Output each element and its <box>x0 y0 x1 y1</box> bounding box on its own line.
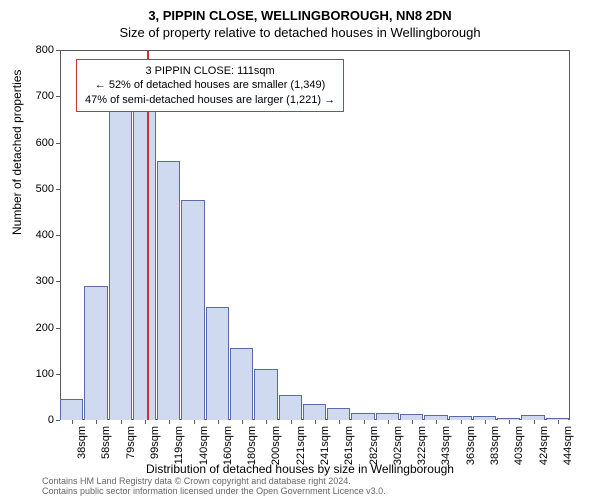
y-tick-mark <box>56 374 60 375</box>
x-tick-label: 343sqm <box>440 426 452 465</box>
x-tick-label: 302sqm <box>392 426 404 465</box>
x-tick-mark <box>145 420 146 424</box>
y-tick-label: 200 <box>0 322 54 334</box>
x-tick-mark <box>558 420 559 424</box>
annotation-line2: ← 52% of detached houses are smaller (1,… <box>85 78 335 92</box>
x-tick-label: 221sqm <box>295 426 307 465</box>
x-tick-mark <box>96 420 97 424</box>
x-tick-mark <box>485 420 486 424</box>
x-tick-label: 200sqm <box>270 426 282 465</box>
y-tick-mark <box>56 328 60 329</box>
x-tick-label: 261sqm <box>343 426 355 465</box>
y-tick-label: 600 <box>0 137 54 149</box>
x-tick-mark <box>436 420 437 424</box>
histogram-bar <box>279 395 302 420</box>
histogram-bar <box>303 404 326 420</box>
x-tick-mark <box>388 420 389 424</box>
x-tick-label: 180sqm <box>246 426 258 465</box>
x-tick-label: 119sqm <box>173 426 185 464</box>
x-tick-mark <box>218 420 219 424</box>
x-axis-label: Distribution of detached houses by size … <box>0 462 600 476</box>
x-tick-label: 99sqm <box>149 426 161 459</box>
x-tick-mark <box>509 420 510 424</box>
x-tick-label: 363sqm <box>465 426 477 465</box>
histogram-bar <box>206 307 229 420</box>
x-tick-label: 403sqm <box>513 426 525 465</box>
y-axis-line <box>60 51 61 420</box>
histogram-bar <box>327 408 350 420</box>
histogram-bar <box>84 286 107 420</box>
x-tick-mark <box>339 420 340 424</box>
histogram-bar <box>351 413 374 420</box>
x-tick-mark <box>72 420 73 424</box>
x-tick-mark <box>194 420 195 424</box>
x-tick-mark <box>266 420 267 424</box>
histogram-bar <box>157 161 180 420</box>
y-tick-label: 400 <box>0 229 54 241</box>
y-tick-mark <box>56 96 60 97</box>
y-tick-mark <box>56 235 60 236</box>
x-tick-label: 38sqm <box>76 426 88 459</box>
chart-title: 3, PIPPIN CLOSE, WELLINGBOROUGH, NN8 2DN <box>0 0 600 23</box>
y-tick-label: 300 <box>0 275 54 287</box>
histogram-bar <box>109 110 132 420</box>
x-tick-mark <box>412 420 413 424</box>
x-tick-label: 79sqm <box>125 426 137 459</box>
y-tick-mark <box>56 281 60 282</box>
x-tick-mark <box>291 420 292 424</box>
annotation-line3: 47% of semi-detached houses are larger (… <box>85 93 335 107</box>
footer-text: Contains HM Land Registry data © Crown c… <box>42 477 386 497</box>
x-tick-label: 282sqm <box>368 426 380 465</box>
histogram-bar <box>254 369 277 420</box>
chart-subtitle: Size of property relative to detached ho… <box>0 23 600 40</box>
annotation-line1: 3 PIPPIN CLOSE: 111sqm <box>85 64 335 78</box>
x-tick-mark <box>534 420 535 424</box>
y-tick-label: 800 <box>0 44 54 56</box>
y-tick-mark <box>56 50 60 51</box>
y-tick-label: 500 <box>0 183 54 195</box>
annotation-box: 3 PIPPIN CLOSE: 111sqm ← 52% of detached… <box>76 59 344 112</box>
histogram-bar <box>230 348 253 420</box>
y-tick-mark <box>56 420 60 421</box>
x-tick-label: 241sqm <box>319 426 331 465</box>
x-tick-label: 58sqm <box>100 426 112 459</box>
x-tick-mark <box>364 420 365 424</box>
x-tick-label: 424sqm <box>538 426 550 465</box>
chart-container: 3, PIPPIN CLOSE, WELLINGBOROUGH, NN8 2DN… <box>0 0 600 500</box>
x-tick-label: 383sqm <box>489 426 501 465</box>
x-tick-label: 160sqm <box>222 426 234 465</box>
histogram-bar <box>133 106 156 421</box>
y-tick-label: 700 <box>0 90 54 102</box>
y-tick-label: 100 <box>0 368 54 380</box>
x-tick-label: 140sqm <box>198 426 210 465</box>
x-tick-label: 322sqm <box>416 426 428 465</box>
x-tick-mark <box>315 420 316 424</box>
x-tick-label: 444sqm <box>562 426 574 465</box>
x-tick-mark <box>169 420 170 424</box>
x-tick-mark <box>242 420 243 424</box>
plot-area: 3 PIPPIN CLOSE: 111sqm ← 52% of detached… <box>60 50 570 420</box>
y-tick-label: 0 <box>0 414 54 426</box>
footer-line2: Contains public sector information licen… <box>42 487 386 497</box>
histogram-bar <box>376 413 399 420</box>
histogram-bar <box>181 200 204 420</box>
y-tick-mark <box>56 143 60 144</box>
x-tick-mark <box>121 420 122 424</box>
x-tick-mark <box>461 420 462 424</box>
y-tick-mark <box>56 189 60 190</box>
histogram-bar <box>60 399 83 420</box>
